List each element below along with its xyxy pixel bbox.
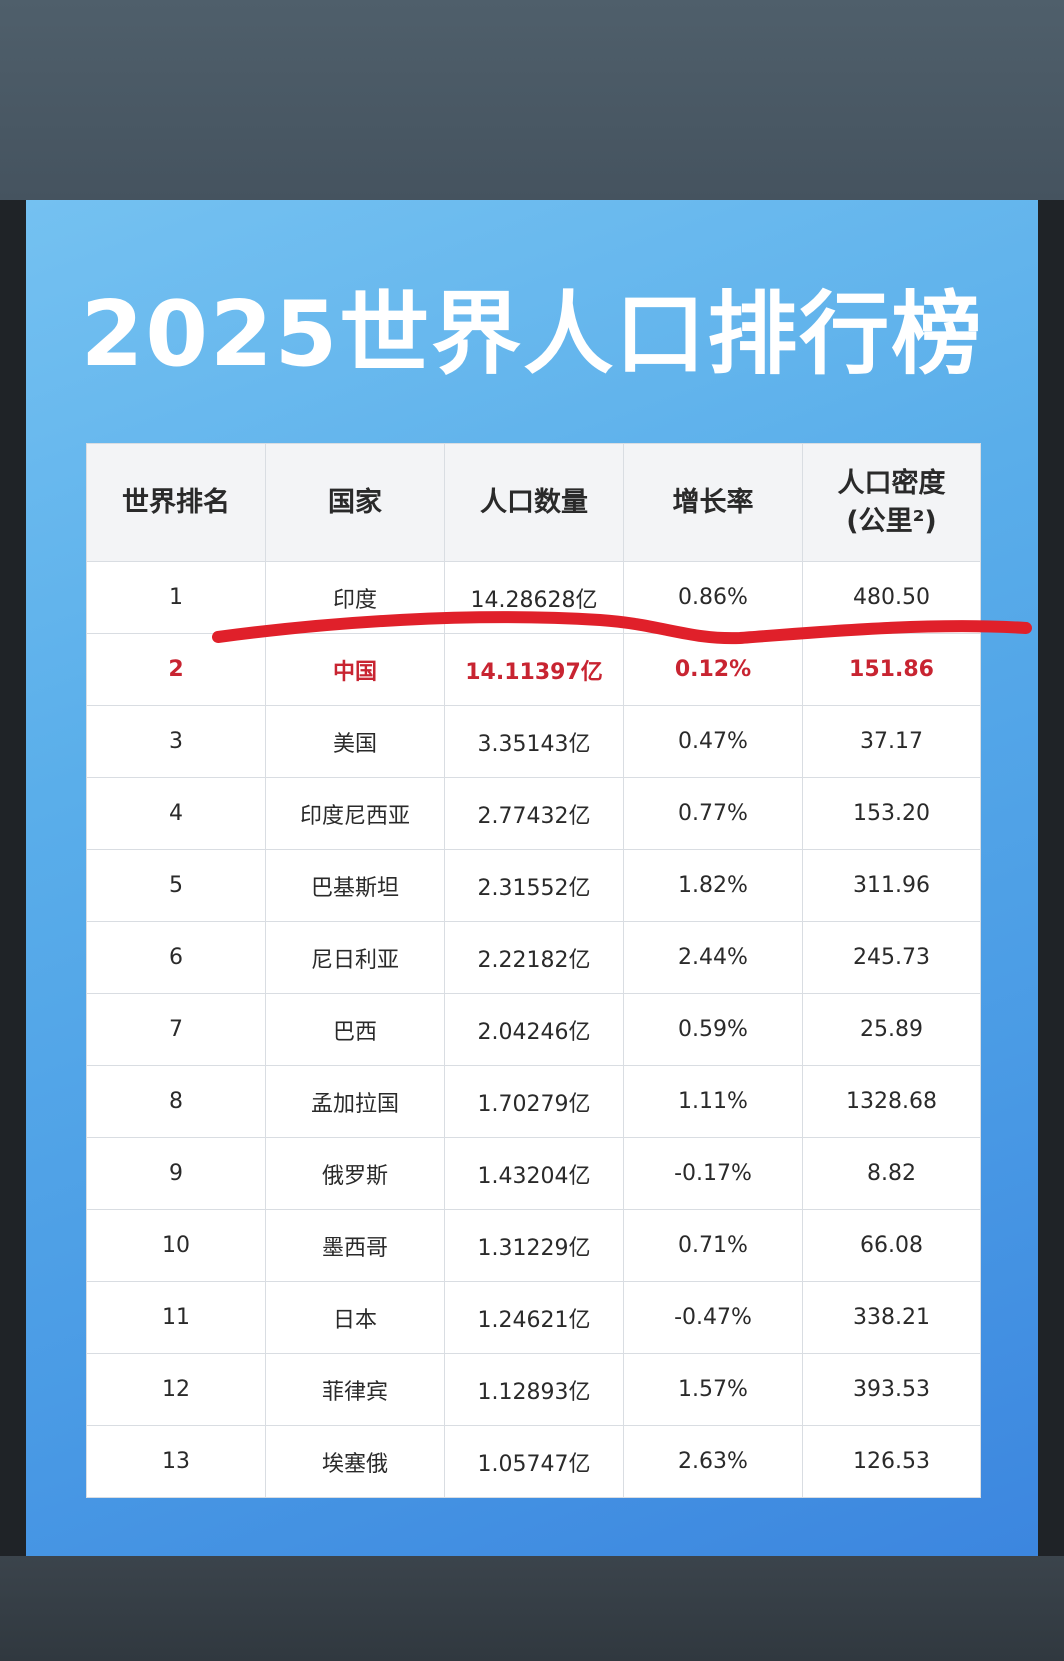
cell-rank: 5 [86,849,266,922]
table-row: 7 巴西 2.04246亿 0.59% 25.89 [86,993,981,1066]
cell-country: 尼日利亚 [265,921,445,994]
bottom-background [0,1556,1064,1661]
header-density: 人口密度 (公里²) [802,443,981,562]
header-population: 人口数量 [444,443,624,562]
cell-population: 1.31229亿 [444,1209,624,1282]
cell-density: 151.86 [802,633,981,706]
ranking-table: 世界排名 国家 人口数量 增长率 人口密度 (公里²) 1 印度 14.28628亿… [86,443,981,1498]
table-row: 12 菲律宾 1.12893亿 1.57% 393.53 [86,1353,981,1426]
cell-country: 埃塞俄 [265,1425,445,1498]
cell-growth: 1.11% [623,1065,803,1138]
cell-country: 菲律宾 [265,1353,445,1426]
cell-density: 338.21 [802,1281,981,1354]
left-edge [0,200,26,1556]
cell-country: 俄罗斯 [265,1137,445,1210]
table-row: 9 俄罗斯 1.43204亿 -0.17% 8.82 [86,1137,981,1210]
table-row: 4 印度尼西亚 2.77432亿 0.77% 153.20 [86,777,981,850]
cell-density: 311.96 [802,849,981,922]
cell-density: 8.82 [802,1137,981,1210]
cell-rank: 2 [86,633,266,706]
table-row: 6 尼日利亚 2.22182亿 2.44% 245.73 [86,921,981,994]
cell-country: 巴西 [265,993,445,1066]
cell-population: 14.11397亿 [444,633,624,706]
cell-growth: 0.59% [623,993,803,1066]
cell-density: 245.73 [802,921,981,994]
cell-population: 2.22182亿 [444,921,624,994]
table-row: 8 孟加拉国 1.70279亿 1.11% 1328.68 [86,1065,981,1138]
table-header-row: 世界排名 国家 人口数量 增长率 人口密度 (公里²) [86,443,981,562]
cell-growth: -0.17% [623,1137,803,1210]
header-density-label: 人口密度 [837,467,946,499]
table-body: 1 印度 14.28628亿 0.86% 480.50 2 中国 14.11397亿 0.12%… [86,561,981,1498]
cell-country: 墨西哥 [265,1209,445,1282]
cell-growth: -0.47% [623,1281,803,1354]
cell-country: 孟加拉国 [265,1065,445,1138]
cell-country: 巴基斯坦 [265,849,445,922]
cell-rank: 10 [86,1209,266,1282]
cell-density: 126.53 [802,1425,981,1498]
cell-population: 14.28628亿 [444,561,624,634]
ranking-table-wrapper: 世界排名 国家 人口数量 增长率 人口密度 (公里²) 1 印度 14.28628亿… [86,443,981,1498]
cell-density: 1328.68 [802,1065,981,1138]
table-row: 3 美国 3.35143亿 0.47% 37.17 [86,705,981,778]
cell-country: 美国 [265,705,445,778]
poster-title: 2025世界人口排行榜 [80,282,984,387]
cell-density: 37.17 [802,705,981,778]
table-row: 5 巴基斯坦 2.31552亿 1.82% 311.96 [86,849,981,922]
cell-growth: 0.47% [623,705,803,778]
cell-population: 3.35143亿 [444,705,624,778]
cell-population: 1.24621亿 [444,1281,624,1354]
cell-rank: 11 [86,1281,266,1354]
header-rank: 世界排名 [86,443,266,562]
cell-rank: 1 [86,561,266,634]
header-density-unit: (公里²) [846,505,937,537]
cell-density: 153.20 [802,777,981,850]
cell-rank: 13 [86,1425,266,1498]
cell-population: 1.43204亿 [444,1137,624,1210]
cell-density: 480.50 [802,561,981,634]
header-growth: 增长率 [623,443,803,562]
cell-rank: 6 [86,921,266,994]
cell-country: 中国 [265,633,445,706]
table-row: 11 日本 1.24621亿 -0.47% 338.21 [86,1281,981,1354]
cell-rank: 8 [86,1065,266,1138]
population-poster: 2025世界人口排行榜 世界排名 国家 人口数量 增长率 人口密度 (公里²) [26,200,1038,1556]
top-background [0,0,1064,200]
cell-growth: 0.71% [623,1209,803,1282]
table-row: 1 印度 14.28628亿 0.86% 480.50 [86,561,981,634]
cell-rank: 3 [86,705,266,778]
cell-growth: 2.44% [623,921,803,994]
table-row: 13 埃塞俄 1.05747亿 2.63% 126.53 [86,1425,981,1498]
cell-growth: 0.86% [623,561,803,634]
cell-population: 2.04246亿 [444,993,624,1066]
table-row: 10 墨西哥 1.31229亿 0.71% 66.08 [86,1209,981,1282]
cell-population: 1.12893亿 [444,1353,624,1426]
cell-country: 印度尼西亚 [265,777,445,850]
cell-rank: 7 [86,993,266,1066]
cell-country: 印度 [265,561,445,634]
cell-density: 25.89 [802,993,981,1066]
header-country: 国家 [265,443,445,562]
cell-density: 66.08 [802,1209,981,1282]
cell-growth: 2.63% [623,1425,803,1498]
cell-rank: 12 [86,1353,266,1426]
cell-rank: 4 [86,777,266,850]
cell-population: 2.31552亿 [444,849,624,922]
cell-rank: 9 [86,1137,266,1210]
cell-growth: 0.12% [623,633,803,706]
cell-country: 日本 [265,1281,445,1354]
cell-population: 1.05747亿 [444,1425,624,1498]
table-row: 2 中国 14.11397亿 0.12% 151.86 [86,633,981,706]
right-edge [1038,200,1064,1556]
cell-density: 393.53 [802,1353,981,1426]
cell-growth: 1.57% [623,1353,803,1426]
cell-growth: 1.82% [623,849,803,922]
cell-population: 2.77432亿 [444,777,624,850]
cell-population: 1.70279亿 [444,1065,624,1138]
cell-growth: 0.77% [623,777,803,850]
